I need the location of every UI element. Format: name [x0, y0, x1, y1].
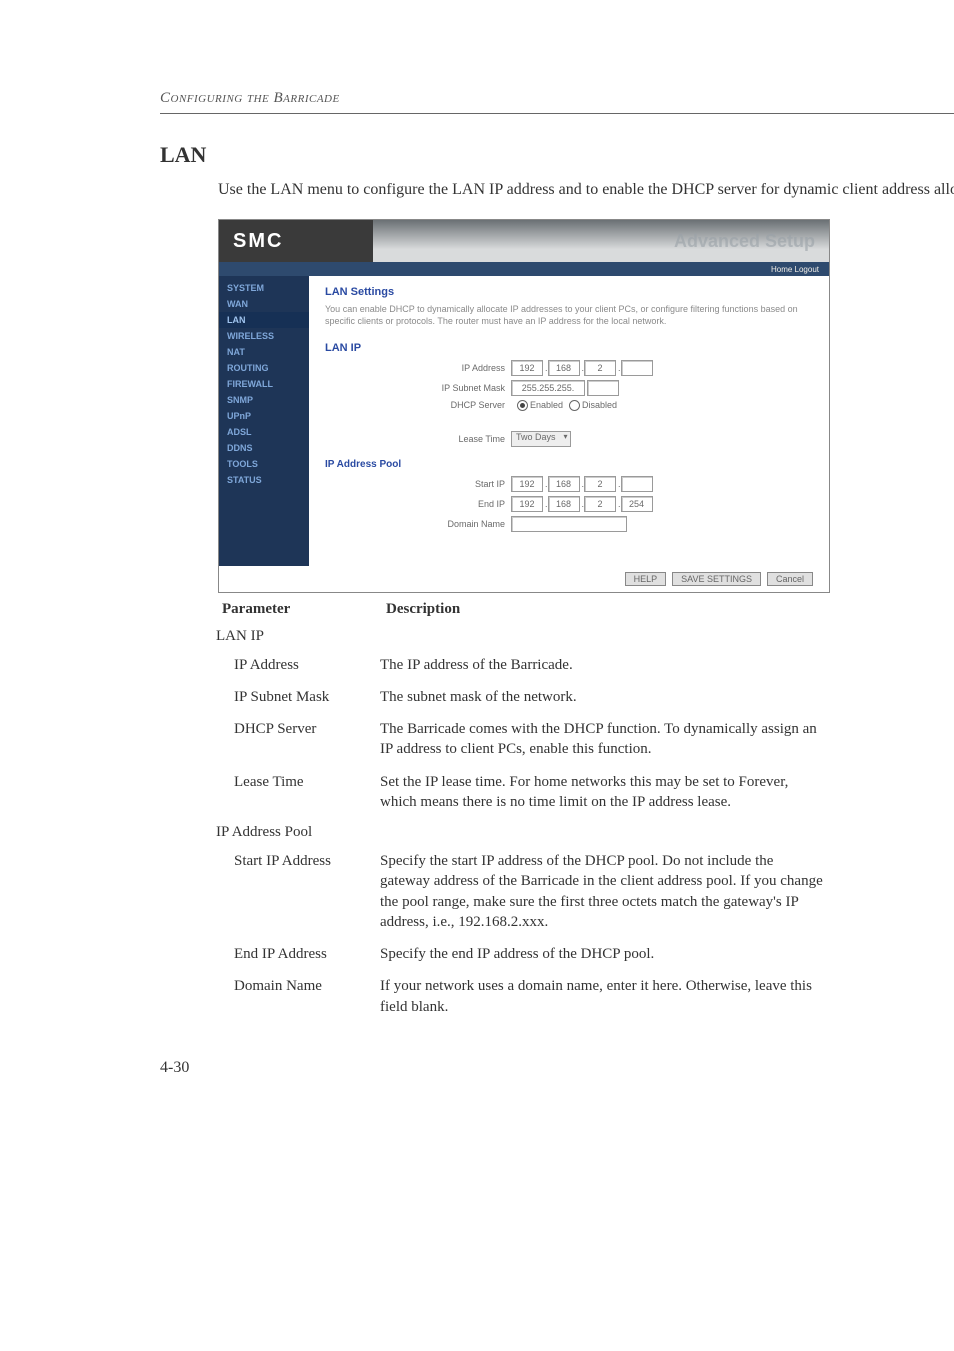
dhcp-enabled-radio[interactable]: [517, 400, 528, 411]
param-description: Specify the end IP address of the DHCP p…: [380, 938, 832, 970]
param-description: [380, 818, 832, 845]
param-name: Domain Name: [216, 970, 380, 1023]
sidebar-item-lan[interactable]: LAN: [219, 312, 309, 328]
ip-octet-2[interactable]: 168: [548, 360, 580, 376]
param-description: The IP address of the Barricade.: [380, 649, 832, 681]
param-name: End IP Address: [216, 938, 380, 970]
table-row: LAN IP: [216, 622, 832, 649]
param-name: Lease Time: [216, 766, 380, 819]
param-name: IP Subnet Mask: [216, 681, 380, 713]
sidebar-item-adsl[interactable]: ADSL: [219, 424, 309, 440]
param-description: Set the IP lease time. For home networks…: [380, 766, 832, 819]
sidebar-item-upnp[interactable]: UPnP: [219, 408, 309, 424]
running-head: Configuring the Barricade: [160, 90, 954, 114]
end-ip-3[interactable]: 2: [584, 496, 616, 512]
parameter-table: Parameter Description LAN IPIP AddressTh…: [216, 597, 832, 1023]
start-ip-1[interactable]: 192: [511, 476, 543, 492]
subnet-mask-last[interactable]: [587, 380, 619, 396]
param-name: Start IP Address: [216, 845, 380, 938]
table-row: Lease TimeSet the IP lease time. For hom…: [216, 766, 832, 819]
ip-pool-heading: IP Address Pool: [325, 459, 813, 470]
subnet-mask-label: IP Subnet Mask: [425, 383, 505, 393]
end-ip-2[interactable]: 168: [548, 496, 580, 512]
lease-time-label: Lease Time: [425, 434, 505, 444]
table-row: Start IP AddressSpecify the start IP add…: [216, 845, 832, 938]
sidebar-item-nat[interactable]: NAT: [219, 344, 309, 360]
sidebar-item-snmp[interactable]: SNMP: [219, 392, 309, 408]
intro-paragraph: Use the LAN menu to configure the LAN IP…: [218, 178, 954, 201]
sidebar-item-wan[interactable]: WAN: [219, 296, 309, 312]
dhcp-enabled-text: Enabled: [530, 400, 563, 410]
lease-time-select[interactable]: Two Days: [511, 431, 571, 447]
subnet-mask-field[interactable]: 255.255.255.: [511, 380, 585, 396]
table-row: End IP AddressSpecify the end IP address…: [216, 938, 832, 970]
sidebar-item-system[interactable]: SYSTEM: [219, 280, 309, 296]
sidebar: SYSTEM WAN LAN WIRELESS NAT ROUTING FIRE…: [219, 276, 309, 565]
table-row: Domain NameIf your network uses a domain…: [216, 970, 832, 1023]
param-description: The Barricade comes with the DHCP functi…: [380, 713, 832, 766]
param-description: The subnet mask of the network.: [380, 681, 832, 713]
sidebar-item-status[interactable]: STATUS: [219, 472, 309, 488]
sidebar-item-ddns[interactable]: DDNS: [219, 440, 309, 456]
start-ip-4[interactable]: [621, 476, 653, 492]
param-name: IP Address: [216, 649, 380, 681]
dhcp-server-label: DHCP Server: [425, 400, 505, 410]
domain-name-label: Domain Name: [425, 519, 505, 529]
section-title: LAN: [160, 142, 954, 168]
help-button[interactable]: HELP: [625, 572, 667, 586]
end-ip-label: End IP: [425, 499, 505, 509]
param-description: If your network uses a domain name, ente…: [380, 970, 832, 1023]
sidebar-item-firewall[interactable]: FIREWALL: [219, 376, 309, 392]
start-ip-3[interactable]: 2: [584, 476, 616, 492]
brand-logo: SMC: [219, 220, 373, 262]
dhcp-disabled-text: Disabled: [582, 400, 617, 410]
top-links[interactable]: Home Logout: [219, 262, 829, 276]
cancel-button[interactable]: Cancel: [767, 572, 813, 586]
sidebar-item-routing[interactable]: ROUTING: [219, 360, 309, 376]
page-number: 4-30: [160, 1059, 954, 1077]
table-row: IP AddressThe IP address of the Barricad…: [216, 649, 832, 681]
table-row: DHCP ServerThe Barricade comes with the …: [216, 713, 832, 766]
start-ip-label: Start IP: [425, 479, 505, 489]
sidebar-item-tools[interactable]: TOOLS: [219, 456, 309, 472]
banner-text: Advanced Setup: [674, 231, 815, 252]
ip-octet-1[interactable]: 192: [511, 360, 543, 376]
param-description: [380, 622, 832, 649]
col-description-header: Description: [380, 597, 832, 622]
panel-title: LAN Settings: [325, 286, 813, 298]
panel-description: You can enable DHCP to dynamically alloc…: [325, 304, 813, 327]
lan-settings-screenshot: SMC Advanced Setup Home Logout SYSTEM WA…: [218, 219, 830, 592]
col-parameter-header: Parameter: [216, 597, 380, 622]
ip-octet-4[interactable]: [621, 360, 653, 376]
save-settings-button[interactable]: SAVE SETTINGS: [672, 572, 761, 586]
lan-ip-heading: LAN IP: [325, 342, 813, 354]
dhcp-disabled-radio[interactable]: [569, 400, 580, 411]
table-row: IP Subnet MaskThe subnet mask of the net…: [216, 681, 832, 713]
domain-name-field[interactable]: [511, 516, 627, 532]
param-name: DHCP Server: [216, 713, 380, 766]
param-name: IP Address Pool: [216, 818, 380, 845]
ip-octet-3[interactable]: 2: [584, 360, 616, 376]
start-ip-2[interactable]: 168: [548, 476, 580, 492]
param-name: LAN IP: [216, 622, 380, 649]
end-ip-4[interactable]: 254: [621, 496, 653, 512]
param-description: Specify the start IP address of the DHCP…: [380, 845, 832, 938]
ip-address-label: IP Address: [425, 363, 505, 373]
sidebar-item-wireless[interactable]: WIRELESS: [219, 328, 309, 344]
table-row: IP Address Pool: [216, 818, 832, 845]
end-ip-1[interactable]: 192: [511, 496, 543, 512]
